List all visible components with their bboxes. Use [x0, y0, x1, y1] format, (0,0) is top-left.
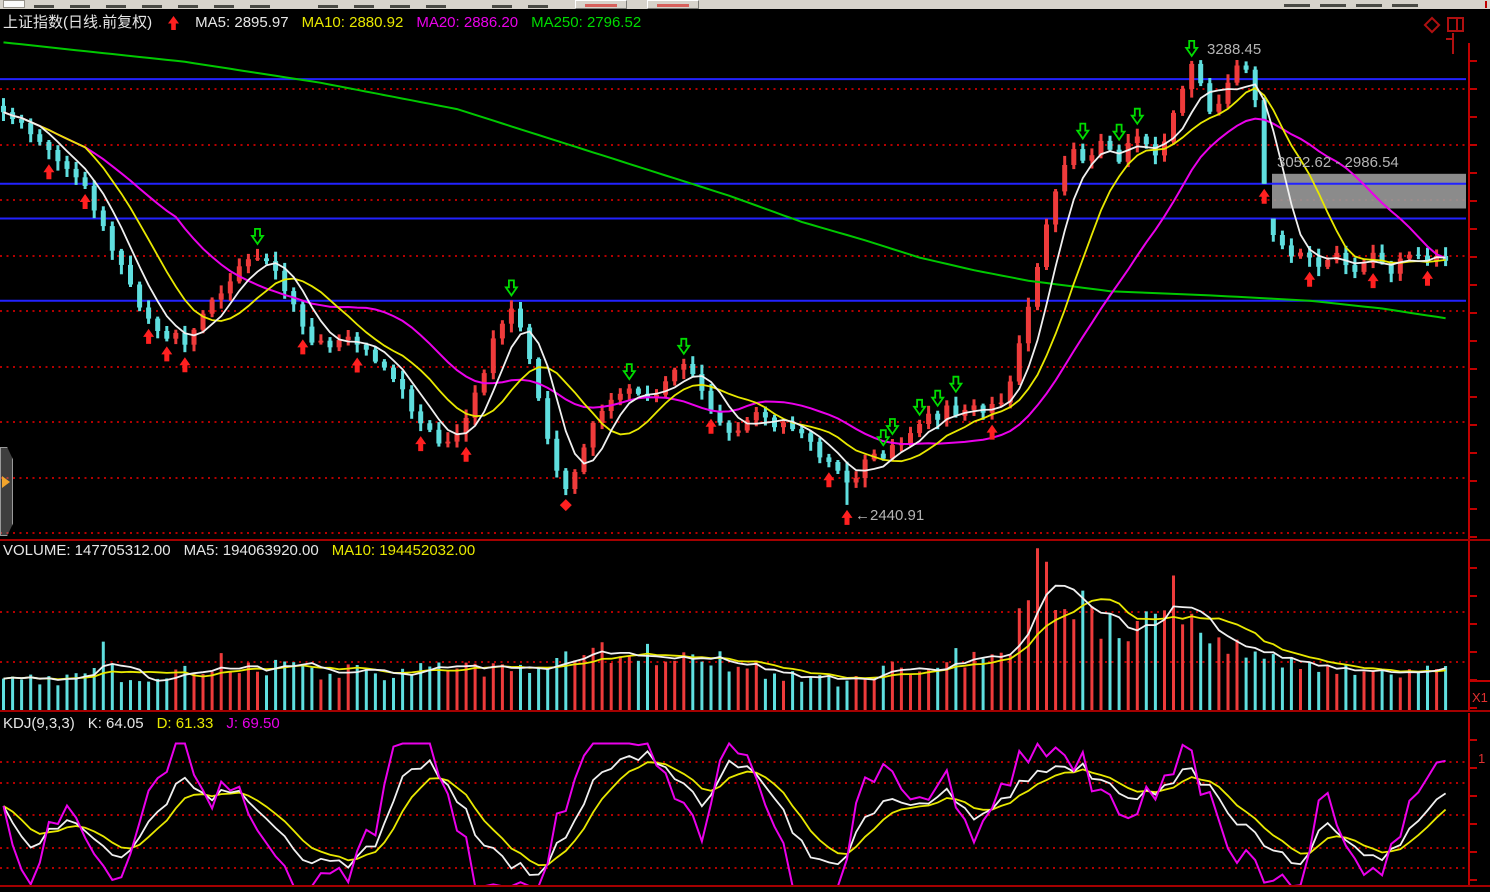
kdj-header: KDJ(9,3,3) K: 64.05 D: 61.33 J: 69.50	[3, 715, 280, 732]
status-fragment	[1284, 4, 1310, 7]
volume-ma10-value: MA10: 194452032.00	[331, 542, 476, 559]
chart-title: 上证指数(日线.前复权)	[3, 14, 153, 31]
axis-pointer-tick	[1446, 38, 1454, 40]
volume-chart[interactable]	[0, 541, 1490, 711]
flyout-expand-arrow-icon[interactable]	[2, 476, 10, 488]
quote-button-1[interactable]	[575, 0, 627, 9]
menu-item-fragment[interactable]	[354, 5, 374, 8]
quote-button-text-fragment	[585, 4, 617, 7]
menu-item-fragment[interactable]	[426, 5, 446, 8]
axis-pointer	[1452, 33, 1454, 54]
menu-item-fragment[interactable]	[318, 5, 338, 8]
window-split-divider	[1456, 19, 1458, 30]
sidebar-flyout-handle[interactable]	[0, 447, 13, 536]
kdj-axis-clipped-label: 1	[1478, 751, 1486, 766]
status-fragment	[1320, 4, 1346, 7]
menu-item-fragment[interactable]	[178, 5, 198, 8]
status-fragment	[1356, 4, 1382, 7]
volume-scale-label: X1	[1472, 690, 1488, 705]
up-arrow-icon	[168, 16, 180, 30]
volume-value: VOLUME: 147705312.00	[3, 542, 171, 559]
menu-item-fragment[interactable]	[142, 5, 162, 8]
menu-item-fragment[interactable]	[106, 5, 126, 8]
bottom-border	[0, 885, 1490, 887]
menu-item-fragment[interactable]	[70, 5, 90, 8]
menu-item-fragment[interactable]	[492, 5, 512, 8]
ma250-value: MA250: 2796.52	[531, 14, 642, 31]
menu-right-marker	[1485, 1, 1487, 8]
ma5-value: MA5: 2895.97	[195, 14, 289, 31]
svg-text:←2440.91: ←2440.91	[855, 507, 924, 524]
menu-item-fragment[interactable]	[34, 5, 54, 8]
kdj-chart[interactable]	[0, 713, 1490, 888]
menu-item-fragment[interactable]	[390, 5, 410, 8]
kdj-j-value: J: 69.50	[226, 715, 280, 732]
svg-text:3288.45: 3288.45	[1207, 41, 1261, 58]
panel-separator-1	[0, 539, 1490, 541]
main-chart-header: 上证指数(日线.前复权) MA5: 2895.97 MA10: 2880.92 …	[3, 14, 641, 31]
volume-ma5-value: MA5: 194063920.00	[183, 542, 319, 559]
menu-item-fragment[interactable]	[214, 5, 234, 8]
ma20-value: MA20: 2886.20	[416, 14, 519, 31]
menu-bar[interactable]	[0, 0, 1490, 9]
kdj-d-value: D: 61.33	[156, 715, 214, 732]
kdj-k-value: K: 64.05	[87, 715, 144, 732]
status-fragment	[1392, 4, 1418, 7]
panel-separator-2	[0, 710, 1490, 712]
svg-text:3052.62 - 2986.54: 3052.62 - 2986.54	[1277, 154, 1399, 171]
window-split-icon[interactable]	[1447, 17, 1464, 32]
ma10-value: MA10: 2880.92	[301, 14, 404, 31]
quote-button-2[interactable]	[647, 0, 699, 9]
window-start-icon[interactable]	[3, 0, 25, 8]
quote-button-text-fragment	[657, 4, 689, 7]
menu-item-fragment[interactable]	[528, 5, 548, 8]
volume-scale-box-line	[1469, 680, 1490, 682]
kdj-name: KDJ(9,3,3)	[3, 715, 75, 732]
volume-header: VOLUME: 147705312.00 MA5: 194063920.00 M…	[3, 542, 475, 559]
menu-item-fragment[interactable]	[250, 5, 270, 8]
main-price-chart[interactable]: 3288.45 3052.62 - 2986.54 ←2440.91	[0, 31, 1490, 540]
